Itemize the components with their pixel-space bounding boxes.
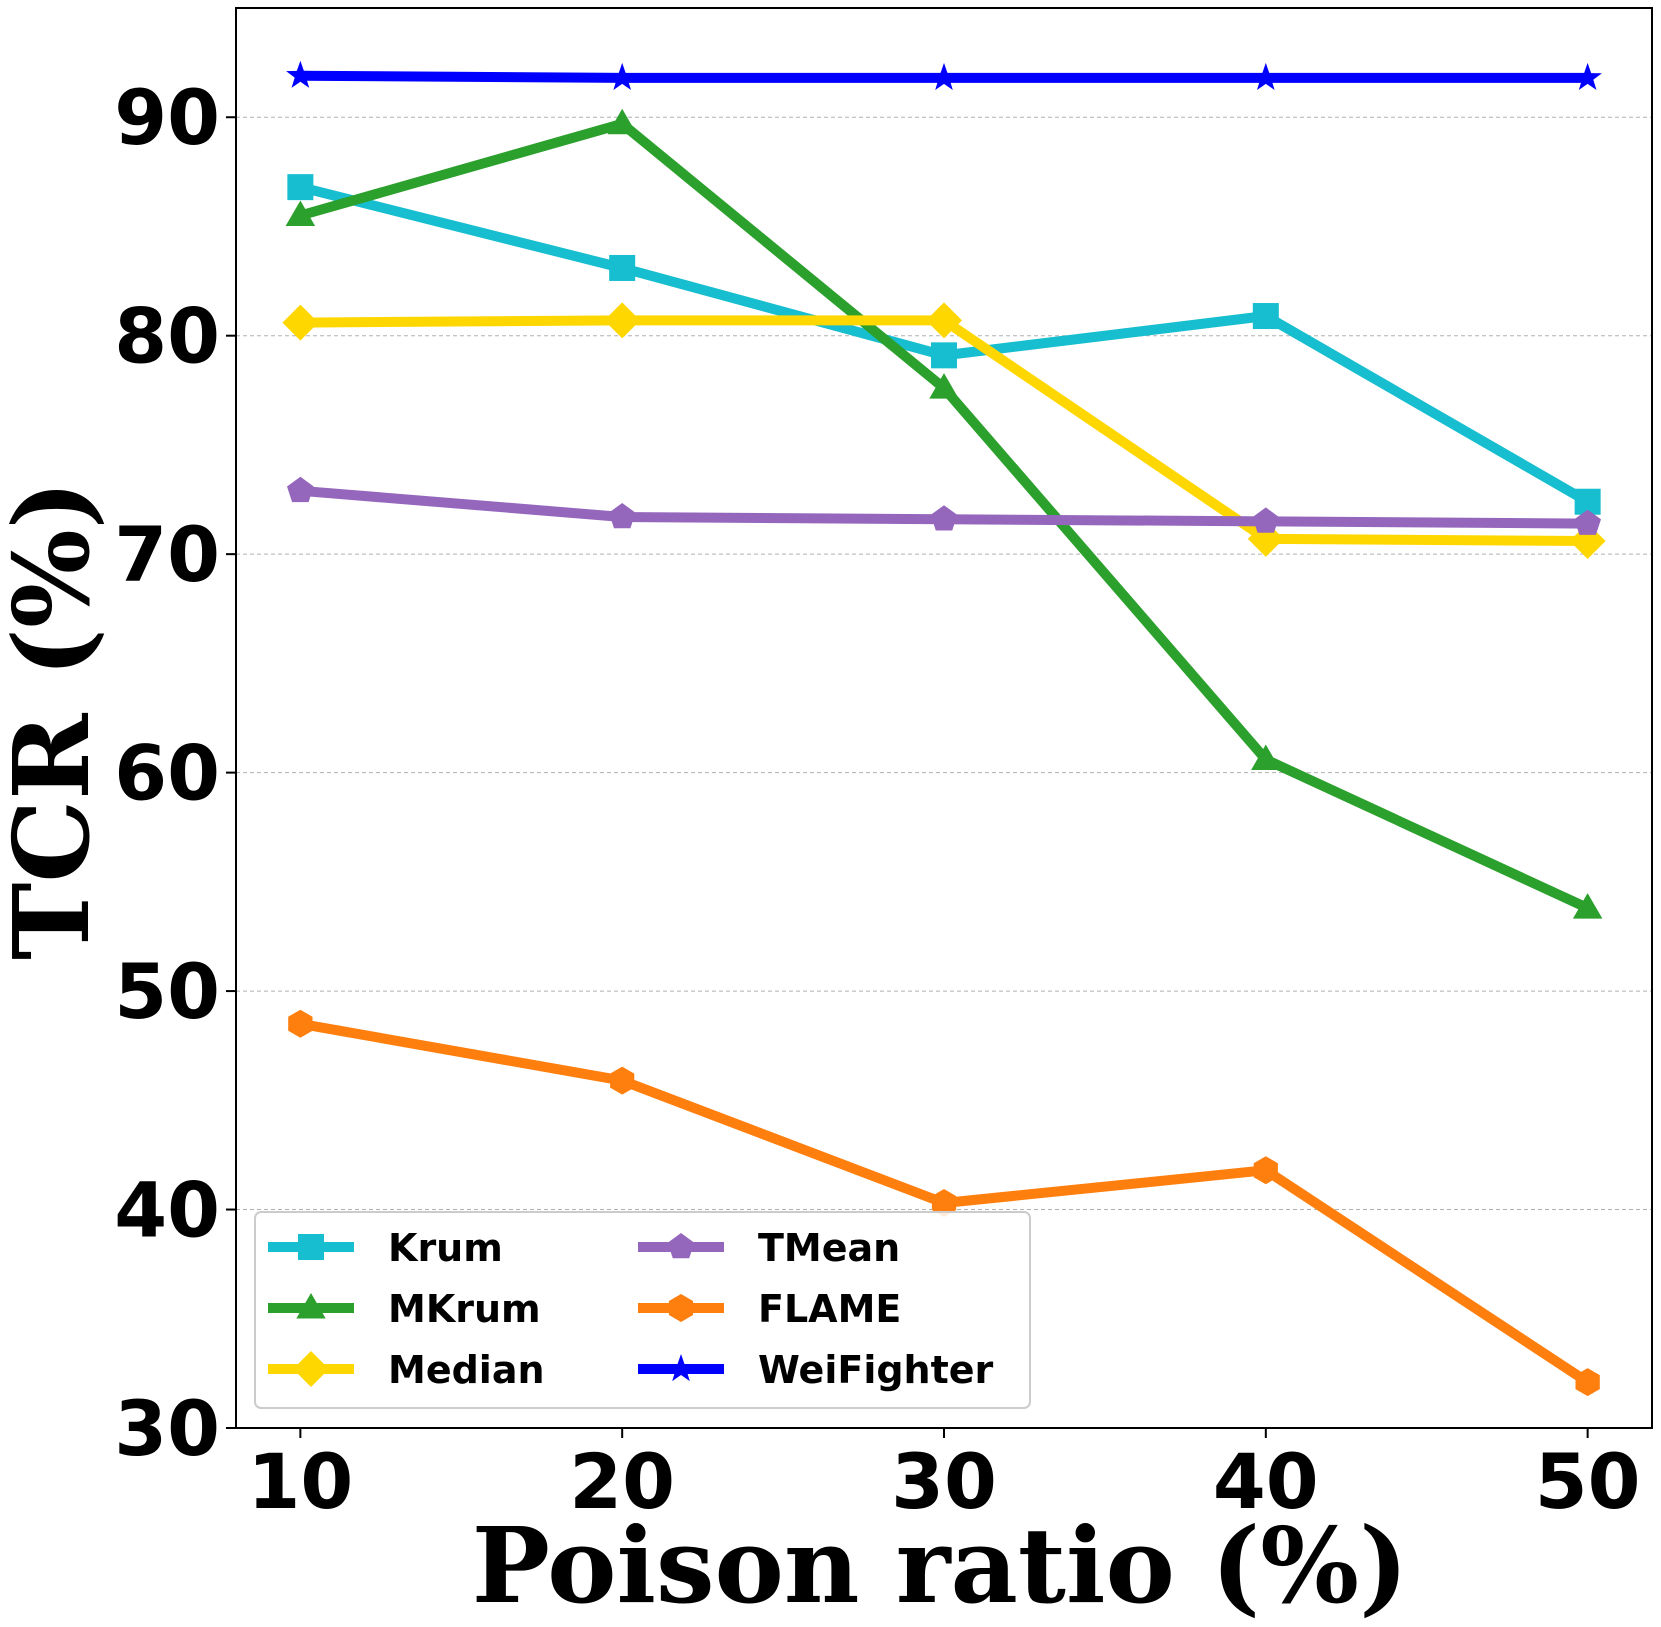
weifighter-point [1573, 62, 1602, 90]
flame-point [610, 1066, 635, 1095]
legend-marker [296, 1293, 326, 1319]
legend-label: WeiFighter [758, 1348, 994, 1392]
x-tick-label: 40 [1213, 1437, 1319, 1526]
flame-point [288, 1009, 313, 1038]
x-tick-label: 10 [247, 1437, 353, 1526]
median-point [282, 304, 319, 341]
krum-point [931, 342, 957, 369]
series-weifighter [286, 60, 1602, 90]
mkrum-point [285, 200, 316, 226]
median-point [926, 302, 962, 339]
flame-point [1575, 1368, 1600, 1397]
median-point [604, 302, 641, 339]
y-axis-title: TCR (%) [0, 480, 113, 960]
tmean-point [1574, 509, 1601, 535]
y-tick-label: 80 [114, 292, 220, 381]
flame-point [931, 1189, 957, 1217]
y-tick-label: 40 [114, 1166, 220, 1255]
krum-point [1252, 303, 1279, 330]
series-mkrum [285, 108, 1603, 919]
legend-label: FLAME [758, 1287, 901, 1331]
legend-item-weifighter: WeiFighter [638, 1348, 994, 1392]
legend-label: Median [388, 1348, 545, 1392]
legend-marker [293, 1351, 329, 1387]
mkrum-point [1251, 744, 1281, 770]
mkrum-point [1572, 893, 1603, 919]
tmean-point [287, 476, 314, 503]
legend-item-median: Median [268, 1348, 545, 1392]
series-layer [282, 60, 1606, 1397]
y-tick-label: 90 [114, 73, 220, 162]
tmean-point [930, 505, 958, 531]
legend-item-mkrum: MKrum [268, 1287, 541, 1331]
legend-label: Krum [388, 1226, 503, 1270]
y-tick-label: 60 [114, 729, 220, 818]
weifighter-point [929, 62, 959, 90]
legend-label: TMean [758, 1226, 900, 1270]
legend-label: MKrum [388, 1287, 541, 1331]
series-flame [288, 1009, 1600, 1397]
flame-point [1253, 1156, 1278, 1185]
x-tick-label: 30 [891, 1437, 997, 1526]
series-krum [287, 174, 1601, 515]
x-tick-label: 20 [569, 1437, 675, 1526]
legend-item-tmean: TMean [638, 1226, 900, 1270]
legend-item-flame: FLAME [638, 1287, 901, 1331]
krum-point [609, 254, 636, 281]
x-tick-label: 50 [1535, 1437, 1641, 1526]
mkrum-point [607, 108, 637, 135]
weifighter-point [286, 60, 315, 88]
legend-item-krum: Krum [268, 1226, 503, 1270]
tick-layer: 30 40 50 60 70 80 90 10 20 30 40 50 [114, 73, 1640, 1526]
mkrum-point [929, 373, 959, 399]
legend-marker [666, 1354, 696, 1382]
weifighter-point [1251, 62, 1281, 90]
legend-marker [667, 1233, 695, 1259]
weifighter-point [607, 62, 637, 90]
series-tmean [287, 476, 1601, 535]
krum-point [287, 174, 314, 201]
legend-marker [668, 1294, 694, 1322]
y-tick-label: 70 [114, 510, 220, 599]
tmean-point [608, 503, 636, 529]
legend: Krum MKrum Median TMean FLAME WeiFighter [254, 1211, 1031, 1409]
x-axis-title: Poison ratio (%) [472, 1504, 1409, 1627]
y-tick-label: 30 [114, 1384, 220, 1473]
legend-marker [298, 1234, 324, 1260]
y-tick-label: 50 [114, 947, 220, 1036]
tmean-point [1252, 507, 1280, 533]
